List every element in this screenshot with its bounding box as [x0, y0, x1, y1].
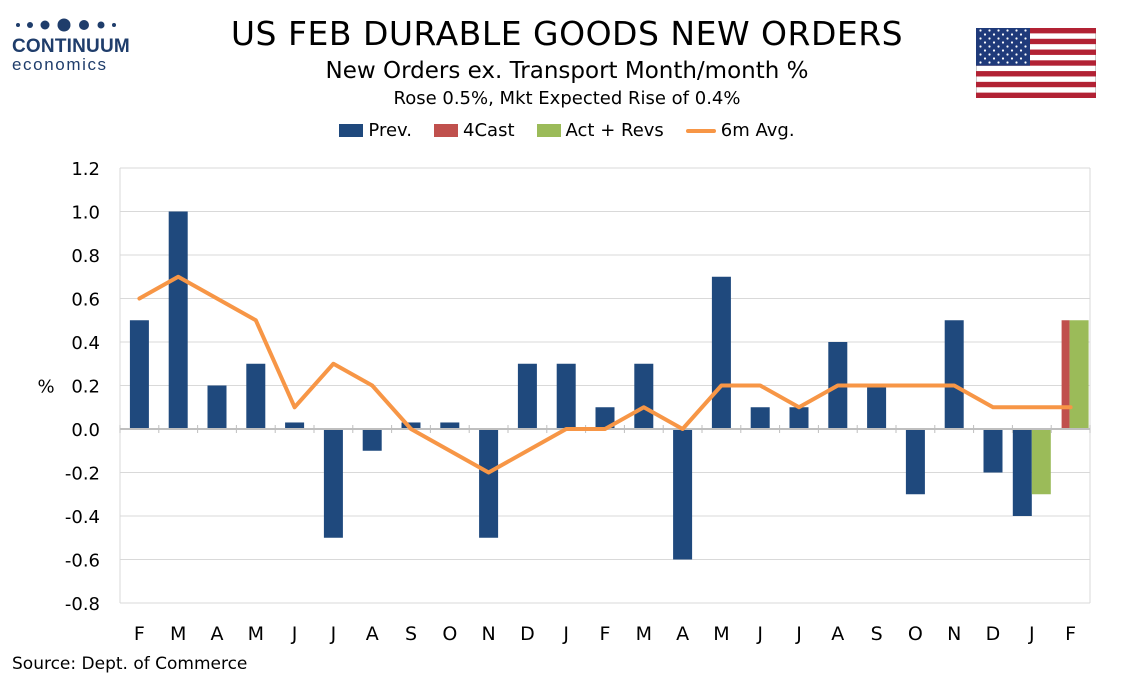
x-tick-label: F	[600, 623, 611, 645]
legend-swatch-6m-avg	[685, 128, 716, 133]
bar-act-revs	[1031, 429, 1051, 495]
bar-prev	[285, 422, 305, 429]
logo-dots-icon	[12, 14, 142, 36]
x-tick-label: A	[366, 623, 379, 645]
bar-prev	[168, 211, 188, 429]
bar-prev	[401, 422, 421, 429]
x-tick-label: D	[986, 623, 1001, 645]
x-tick-label: J	[291, 623, 298, 645]
x-tick-label: J	[562, 623, 569, 645]
logo-name: CONTINUUM	[12, 36, 130, 57]
legend-item-6m-avg: 6m Avg.	[685, 120, 795, 141]
bar-prev	[867, 385, 887, 429]
y-tick-label: 1.2	[71, 159, 100, 180]
line-6m-avg	[137, 274, 1073, 475]
x-tick-label: F	[1065, 623, 1076, 645]
bar-prev	[673, 429, 693, 560]
x-tick-label: J	[756, 623, 763, 645]
bar-prev	[556, 363, 576, 429]
x-tick-label: O	[908, 623, 923, 645]
bar-prev	[517, 363, 537, 429]
legend-item-act-revs: Act + Revs	[536, 120, 664, 141]
y-tick-label: 0.4	[71, 333, 100, 354]
x-tick-label: J	[1028, 623, 1035, 645]
bar-prev	[323, 429, 343, 538]
y-tick-label: 0.6	[71, 290, 100, 311]
y-axis-label: %	[37, 377, 54, 398]
y-tick-label: 0.8	[71, 246, 100, 267]
bar-prev	[246, 363, 266, 429]
bar-prev	[711, 276, 731, 429]
bar-prev	[983, 429, 1003, 473]
x-tick-label: N	[947, 623, 961, 645]
x-tick-label: M	[636, 623, 652, 645]
bar-prev	[944, 320, 964, 429]
bar-prev	[750, 407, 770, 429]
x-tick-label: S	[871, 623, 883, 645]
bar-prev	[207, 385, 227, 429]
chart-subtitle-2: Rose 0.5%, Mkt Expected Rise of 0.4%	[393, 88, 741, 109]
bar-prev	[362, 429, 382, 451]
bar-prev	[634, 363, 654, 429]
legend-label-6m-avg: 6m Avg.	[720, 120, 795, 141]
bar-prev	[129, 320, 149, 429]
x-tick-label: S	[405, 623, 417, 645]
legend-item-4cast: 4Cast	[434, 120, 515, 141]
bar-prev	[1012, 429, 1032, 516]
x-tick-label: A	[831, 623, 844, 645]
x-tick-label: A	[676, 623, 689, 645]
y-tick-label: -0.8	[65, 594, 100, 615]
y-tick-label: -0.2	[65, 464, 100, 485]
source-note: Source: Dept. of Commerce	[12, 654, 248, 674]
y-tick-label: -0.6	[65, 551, 100, 572]
y-tick-label: 0.0	[71, 420, 100, 441]
bar-prev	[905, 429, 925, 495]
x-tick-label: M	[248, 623, 264, 645]
x-tick-label: M	[713, 623, 729, 645]
x-tick-label: A	[211, 623, 224, 645]
legend-item-prev: Prev.	[339, 120, 412, 141]
bar-prev	[595, 407, 615, 429]
bar-act-revs	[1069, 320, 1089, 429]
legend-label-4cast: 4Cast	[463, 120, 515, 141]
bar-prev	[440, 422, 460, 429]
chart-title: US FEB DURABLE GOODS NEW ORDERS	[230, 14, 904, 53]
legend-swatch-4cast	[434, 124, 459, 137]
legend-swatch-act-revs	[536, 124, 561, 137]
y-tick-label: 0.2	[71, 377, 100, 398]
x-tick-label: F	[134, 623, 145, 645]
legend-label-prev: Prev.	[368, 120, 413, 141]
bar-4cast	[1061, 320, 1070, 429]
y-tick-label: -0.4	[65, 507, 100, 528]
x-tick-label: D	[520, 623, 535, 645]
logo-subtitle: economics	[12, 55, 108, 74]
chart-legend: Prev. 4Cast Act + Revs 6m Avg.	[0, 120, 1134, 141]
x-tick-label: O	[442, 623, 457, 645]
legend-label-act-revs: Act + Revs	[565, 120, 664, 141]
bar-prev	[479, 429, 499, 538]
chart-subtitle: New Orders ex. Transport Month/month %	[325, 58, 809, 84]
bar-prev	[789, 407, 809, 429]
legend-swatch-prev	[339, 124, 364, 137]
y-tick-label: 1.0	[71, 203, 100, 224]
x-tick-label: N	[481, 623, 495, 645]
us-flag-icon	[975, 27, 1097, 99]
x-tick-label: J	[330, 623, 337, 645]
x-tick-label: J	[795, 623, 802, 645]
x-tick-label: M	[170, 623, 186, 645]
company-logo: CONTINUUM economics	[12, 14, 142, 75]
